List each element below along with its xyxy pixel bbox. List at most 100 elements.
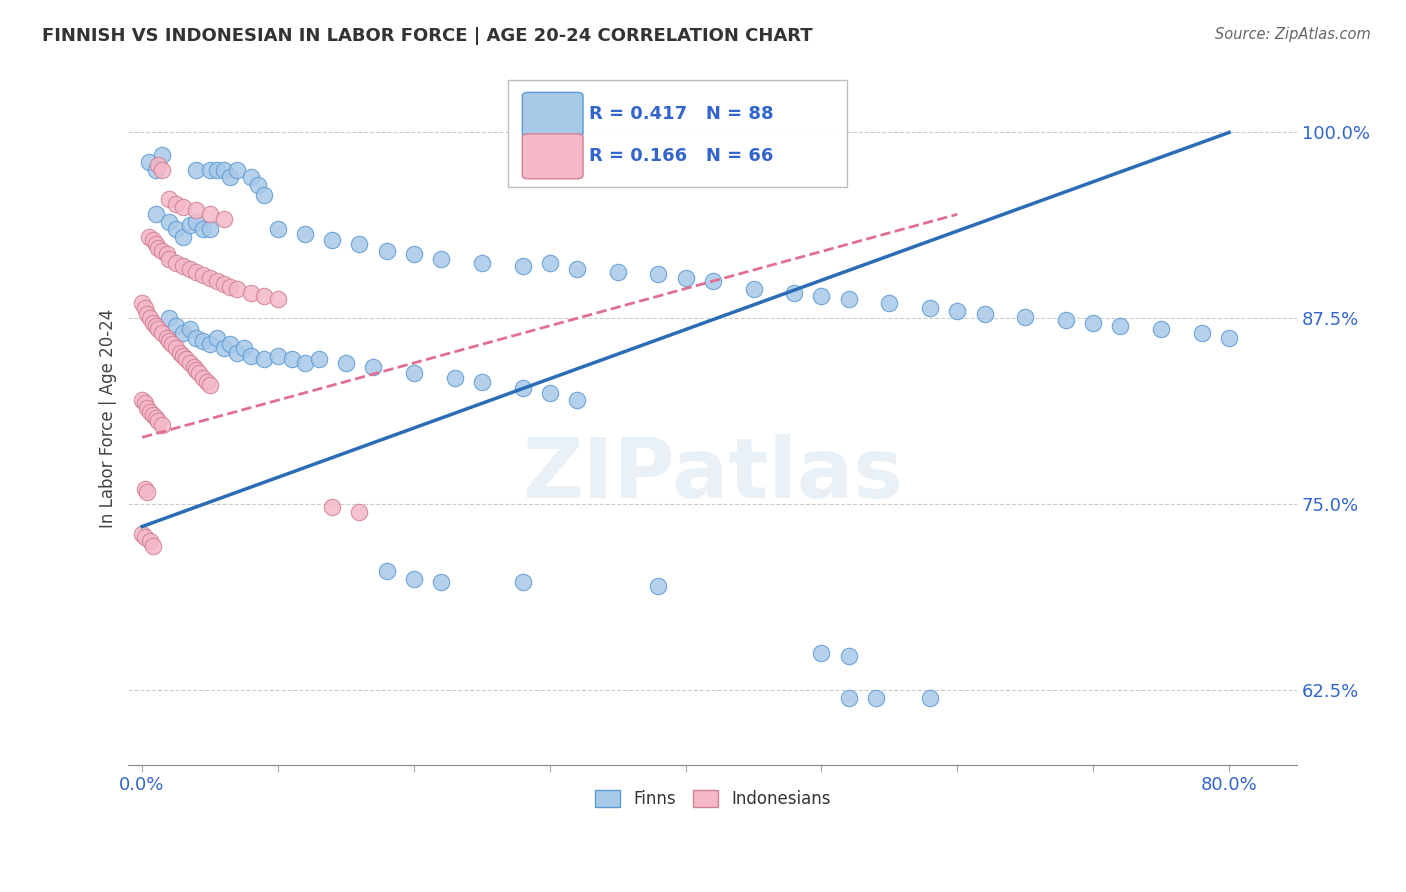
Point xyxy=(205,331,228,345)
Point xyxy=(308,351,330,366)
Point xyxy=(647,579,669,593)
Point xyxy=(188,367,211,381)
Point xyxy=(169,345,191,359)
Point xyxy=(198,162,221,177)
Point xyxy=(253,188,276,202)
Point xyxy=(174,351,197,366)
Point xyxy=(152,418,174,433)
Point xyxy=(1054,313,1077,327)
Point xyxy=(138,155,160,169)
Point xyxy=(219,336,242,351)
Point xyxy=(148,414,170,428)
Point xyxy=(810,289,832,303)
Point xyxy=(148,242,170,256)
Point xyxy=(136,307,159,321)
Point xyxy=(186,215,208,229)
Point xyxy=(157,311,180,326)
Point xyxy=(186,202,208,217)
Point xyxy=(198,336,221,351)
Point xyxy=(1150,322,1173,336)
Point xyxy=(186,331,208,345)
Point xyxy=(155,247,177,261)
Point xyxy=(198,222,221,236)
Point xyxy=(430,574,453,589)
Legend: Finns, Indonesians: Finns, Indonesians xyxy=(588,783,837,815)
Point xyxy=(172,326,194,341)
Point xyxy=(226,345,249,359)
Point xyxy=(538,256,561,270)
Point xyxy=(138,229,160,244)
Point xyxy=(142,316,165,330)
Point xyxy=(226,282,249,296)
Point xyxy=(239,286,262,301)
Point xyxy=(198,207,221,221)
Point xyxy=(810,646,832,660)
Text: ZIPatlas: ZIPatlas xyxy=(522,434,903,515)
Point xyxy=(253,289,276,303)
Point xyxy=(321,500,343,515)
Point xyxy=(172,200,194,214)
Point xyxy=(152,326,174,341)
Point xyxy=(152,148,174,162)
Point xyxy=(157,334,180,348)
Point xyxy=(193,334,215,348)
Point xyxy=(239,349,262,363)
Point xyxy=(198,378,221,392)
Point xyxy=(246,178,269,192)
Text: R = 0.417   N = 88: R = 0.417 N = 88 xyxy=(589,105,773,123)
Point xyxy=(145,411,167,425)
FancyBboxPatch shape xyxy=(522,134,583,178)
Point xyxy=(226,162,249,177)
Point xyxy=(145,237,167,252)
Point xyxy=(879,296,901,310)
Point xyxy=(193,371,215,385)
Point xyxy=(1014,310,1036,324)
Point xyxy=(402,367,425,381)
Point xyxy=(920,690,942,705)
Point xyxy=(139,405,162,419)
Point xyxy=(148,322,170,336)
Point xyxy=(375,564,398,578)
Point xyxy=(165,256,187,270)
Point xyxy=(134,301,156,315)
Point xyxy=(157,215,180,229)
Point xyxy=(219,170,242,185)
Point xyxy=(160,336,183,351)
Point xyxy=(349,237,371,252)
Point xyxy=(136,401,159,415)
Point xyxy=(136,485,159,500)
Point xyxy=(267,222,290,236)
Point xyxy=(783,286,806,301)
Point xyxy=(152,244,174,259)
Point xyxy=(219,280,242,294)
Point xyxy=(402,247,425,261)
Point xyxy=(294,227,316,241)
Point xyxy=(131,527,153,541)
Point xyxy=(920,301,942,315)
Point xyxy=(198,271,221,285)
Point xyxy=(838,690,860,705)
Point xyxy=(212,162,235,177)
Point xyxy=(183,360,205,375)
Point xyxy=(212,341,235,355)
Point xyxy=(512,574,534,589)
Point xyxy=(134,396,156,410)
Point xyxy=(267,292,290,306)
Point xyxy=(702,274,724,288)
Point xyxy=(145,207,167,221)
Point xyxy=(565,393,588,408)
Point xyxy=(402,572,425,586)
FancyBboxPatch shape xyxy=(522,93,583,137)
Point xyxy=(443,371,465,385)
Text: FINNISH VS INDONESIAN IN LABOR FORCE | AGE 20-24 CORRELATION CHART: FINNISH VS INDONESIAN IN LABOR FORCE | A… xyxy=(42,27,813,45)
Point xyxy=(145,162,167,177)
Point xyxy=(294,356,316,370)
Point xyxy=(430,252,453,266)
Point xyxy=(152,162,174,177)
Point xyxy=(742,282,765,296)
Point xyxy=(471,256,494,270)
Point xyxy=(186,162,208,177)
Point xyxy=(212,277,235,292)
Point xyxy=(647,267,669,281)
Point xyxy=(512,260,534,274)
